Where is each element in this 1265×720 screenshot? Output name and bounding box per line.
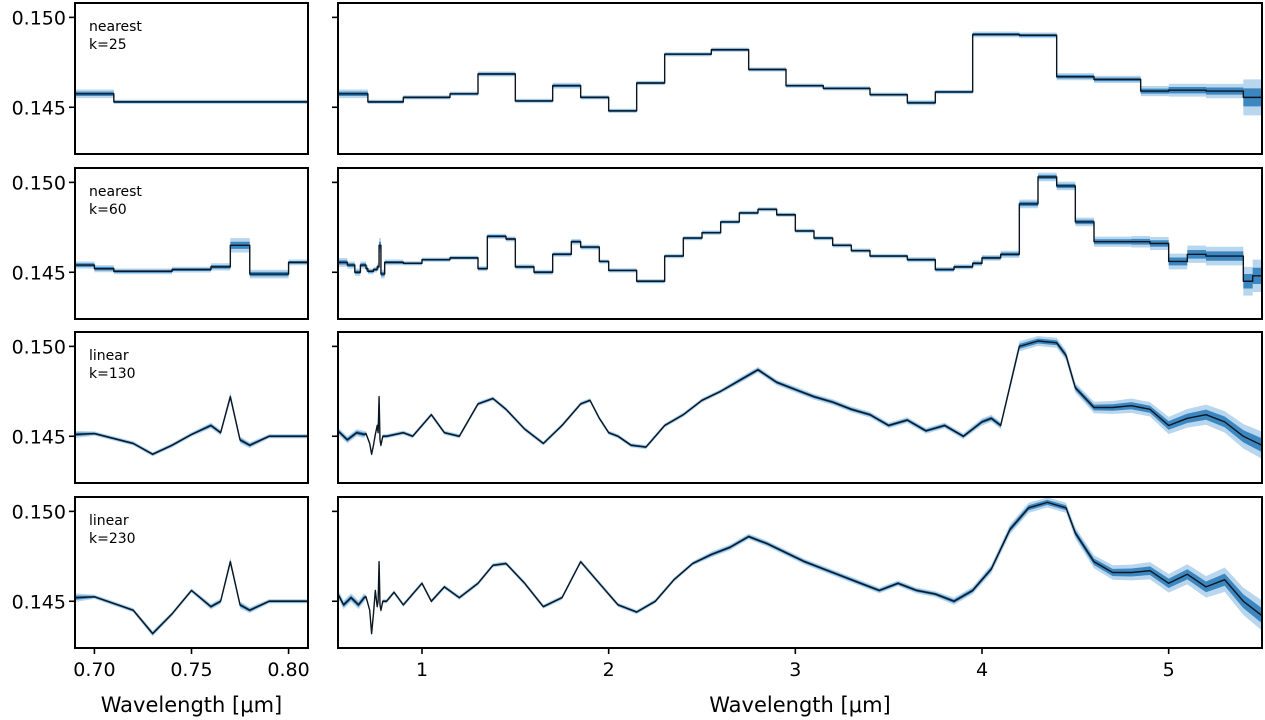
x-tick-label: 1 bbox=[416, 659, 428, 681]
plot-area-left-2 bbox=[75, 238, 308, 279]
plot-area-right-3 bbox=[338, 335, 1262, 459]
x-tick-label: 0.70 bbox=[73, 659, 115, 681]
spectrum-line bbox=[75, 244, 308, 275]
uncertainty-band-1sigma bbox=[338, 338, 1262, 456]
uncertainty-band-1sigma bbox=[338, 33, 1262, 112]
panel-method-label: nearest bbox=[89, 184, 142, 200]
spectrum-line bbox=[338, 176, 1262, 282]
spectrum-line bbox=[75, 561, 308, 635]
spectrum-line bbox=[75, 396, 308, 455]
uncertainty-band-2sigma bbox=[338, 497, 1262, 637]
panel-k-label: k=130 bbox=[89, 366, 136, 382]
y-tick-label: 0.145 bbox=[12, 97, 66, 119]
uncertainty-band-1sigma bbox=[75, 394, 308, 456]
x-tick-label: 0.75 bbox=[170, 659, 212, 681]
panel-k-label: k=60 bbox=[89, 202, 127, 218]
plot-area-left-1 bbox=[75, 89, 308, 105]
spectrum-line bbox=[75, 93, 308, 103]
uncertainty-band-2sigma bbox=[75, 557, 308, 637]
spectrum-line bbox=[338, 33, 1262, 112]
uncertainty-band-2sigma bbox=[338, 172, 1262, 296]
y-tick-label: 0.150 bbox=[12, 336, 66, 358]
y-tick-label: 0.145 bbox=[12, 426, 66, 448]
plot-area-right-2 bbox=[338, 172, 1262, 296]
plot-area-left-3 bbox=[75, 392, 308, 457]
uncertainty-band-2sigma bbox=[338, 31, 1262, 116]
uncertainty-band-2sigma bbox=[75, 89, 308, 105]
spectrum-line bbox=[338, 340, 1262, 455]
y-tick-label: 0.150 bbox=[12, 7, 66, 29]
x-tick-label: 5 bbox=[1163, 659, 1175, 681]
plot-area-right-4 bbox=[338, 497, 1262, 637]
uncertainty-band-2sigma bbox=[75, 392, 308, 457]
panel-frame-right-1 bbox=[337, 2, 1263, 155]
panel-frame-right-4 bbox=[337, 496, 1263, 649]
plot-area-right-1 bbox=[338, 31, 1262, 116]
panel-k-label: k=230 bbox=[89, 531, 136, 547]
panel-frame-right-2 bbox=[337, 167, 1263, 320]
y-tick-label: 0.145 bbox=[12, 591, 66, 613]
panel-frame-left-2 bbox=[74, 167, 309, 320]
panel-frame-left-3 bbox=[74, 331, 309, 484]
panel-frame-right-3 bbox=[337, 331, 1263, 484]
panel-method-label: linear bbox=[89, 348, 129, 364]
x-axis-label-right: Wavelength [μm] bbox=[709, 693, 890, 717]
panel-method-label: linear bbox=[89, 513, 129, 529]
spectrum-line bbox=[338, 501, 1262, 635]
y-tick-label: 0.145 bbox=[12, 262, 66, 284]
y-tick-label: 0.150 bbox=[12, 501, 66, 523]
x-tick-label: 3 bbox=[789, 659, 801, 681]
x-axis-label-left: Wavelength [μm] bbox=[101, 693, 282, 717]
uncertainty-band-2sigma bbox=[338, 335, 1262, 459]
y-tick-label: 0.150 bbox=[12, 172, 66, 194]
uncertainty-band-1sigma bbox=[338, 174, 1262, 289]
x-tick-label: 0.80 bbox=[267, 659, 309, 681]
panel-method-label: nearest bbox=[89, 19, 142, 35]
uncertainty-band-1sigma bbox=[75, 559, 308, 636]
x-tick-label: 2 bbox=[603, 659, 615, 681]
x-tick-label: 4 bbox=[976, 659, 988, 681]
panel-frame-left-1 bbox=[74, 2, 309, 155]
panel-k-label: k=25 bbox=[89, 37, 127, 53]
plot-area-left-4 bbox=[75, 557, 308, 637]
